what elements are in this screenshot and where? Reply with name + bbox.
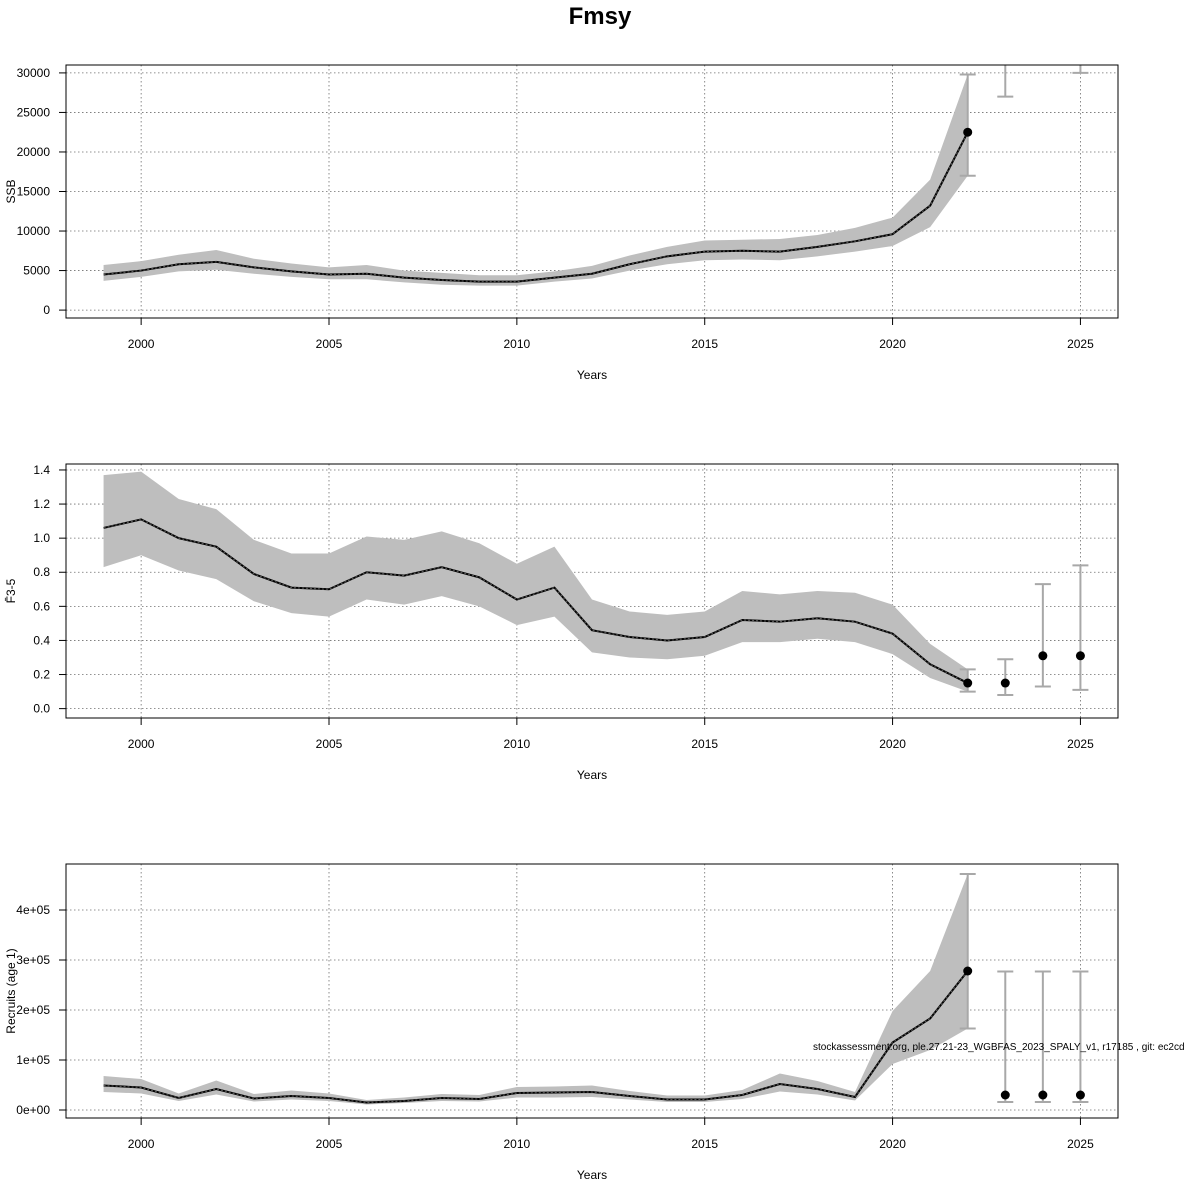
y-tick-label: 0.6 — [33, 599, 50, 613]
y-tick-label: 2e+05 — [16, 1003, 50, 1017]
y-tick-label: 1e+05 — [16, 1053, 50, 1067]
confidence-band — [103, 74, 968, 286]
y-tick-label: 5000 — [23, 264, 50, 278]
data-point — [963, 678, 973, 688]
x-tick-label: 2025 — [1067, 737, 1094, 751]
x-tick-label: 2000 — [128, 1137, 155, 1151]
x-tick-label: 2010 — [504, 737, 531, 751]
footnote: stockassessment.org, ple.27.21-23_WGBFAS… — [813, 1042, 1185, 1053]
x-tick-label: 2020 — [879, 1137, 906, 1151]
confidence-band — [103, 874, 968, 1105]
y-tick-label: 10000 — [17, 224, 51, 238]
x-tick-label: 2005 — [316, 737, 343, 751]
data-point — [1000, 678, 1010, 688]
data-point — [963, 127, 973, 137]
chart-title: Fmsy — [569, 3, 632, 30]
x-tick-label: 2005 — [316, 337, 343, 351]
estimate-line — [103, 970, 969, 1104]
fbar-panel: 2000 2005 2010 2015 2020 2025 Years 0.0 0.2 0.4 0.… — [4, 463, 1119, 782]
y-tick-label: 0.8 — [33, 565, 50, 579]
plot-area — [66, 864, 1118, 1118]
x-tick-label: 2015 — [691, 1137, 718, 1151]
plot-area — [66, 65, 1118, 318]
x-tick-label: 2000 — [128, 337, 155, 351]
data-point — [963, 966, 973, 976]
y-tick-label: 0 — [43, 303, 50, 317]
confidence-band — [103, 471, 968, 692]
y-tick-label: 25000 — [17, 105, 51, 119]
x-tick-label: 2010 — [504, 337, 531, 351]
y-tick-label: 1.2 — [33, 497, 50, 511]
y-tick-label: 0.4 — [33, 633, 50, 647]
recruits-panel: 2000 2005 2010 2015 2020 2025 Years 0e+00 1e+05 2… — [4, 863, 1119, 1182]
x-axis-label: Years — [577, 368, 607, 382]
plot-area — [66, 464, 1118, 718]
y-axis-label: SSB — [4, 179, 18, 203]
x-axis-label: Years — [577, 1168, 607, 1182]
estimate-line-dashed — [103, 131, 969, 283]
x-tick-label: 2015 — [691, 337, 718, 351]
y-axis-label: Recruits (age 1) — [4, 948, 18, 1033]
x-tick-label: 2025 — [1067, 1137, 1094, 1151]
data-point — [1038, 1090, 1048, 1100]
x-tick-label: 2010 — [504, 1137, 531, 1151]
y-tick-label: 15000 — [17, 185, 51, 199]
x-tick-label: 2000 — [128, 737, 155, 751]
x-tick-label: 2005 — [316, 1137, 343, 1151]
y-tick-label: 0.0 — [33, 702, 50, 716]
x-axis-label: Years — [577, 768, 607, 782]
x-tick-label: 2020 — [879, 337, 906, 351]
x-tick-label: 2025 — [1067, 337, 1094, 351]
y-tick-label: 1.4 — [33, 463, 50, 477]
data-point — [1000, 1090, 1010, 1100]
y-tick-label: 20000 — [17, 145, 51, 159]
y-axis-label: F̄3-5 — [4, 578, 18, 603]
estimate-line-dashed — [103, 518, 968, 684]
x-tick-label: 2020 — [879, 737, 906, 751]
y-tick-label: 30000 — [17, 66, 51, 80]
y-tick-label: 0e+00 — [16, 1103, 50, 1117]
y-tick-label: 0.2 — [33, 668, 50, 682]
data-point — [1075, 1090, 1085, 1100]
x-tick-label: 2015 — [691, 737, 718, 751]
y-tick-label: 3e+05 — [16, 953, 50, 967]
estimate-line-dashed — [103, 970, 969, 1104]
ssb-panel: 2000 2005 2010 2015 2020 2025 Years 0 5000 10000 1… — [4, 64, 1119, 382]
data-point — [1038, 651, 1048, 661]
y-tick-label: 4e+05 — [16, 903, 50, 917]
data-point — [1075, 651, 1085, 661]
y-tick-label: 1.0 — [33, 531, 50, 545]
